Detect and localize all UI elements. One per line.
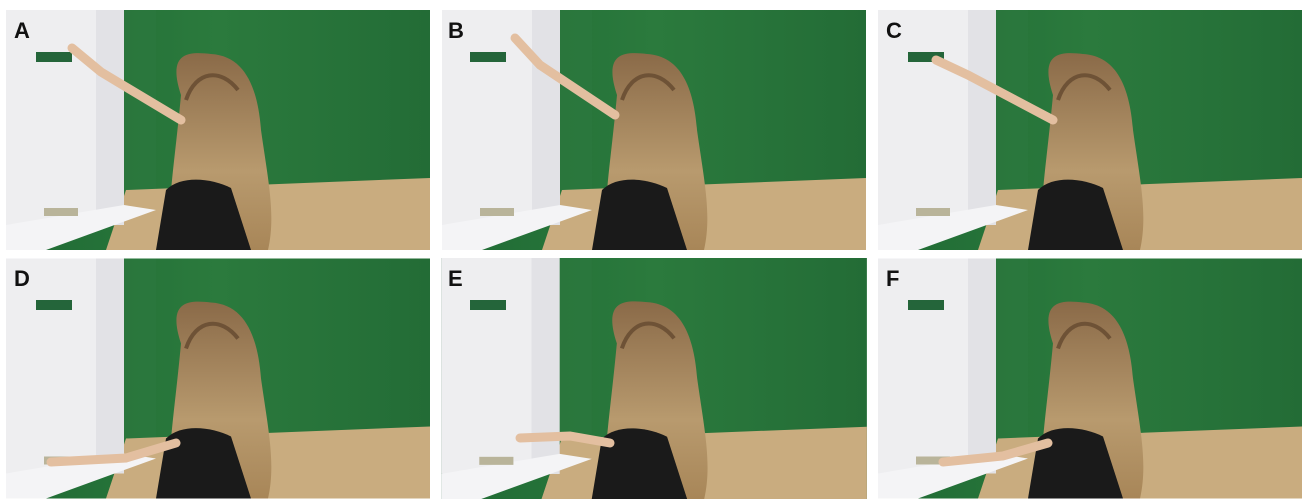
arm	[938, 438, 1053, 467]
photo	[442, 10, 866, 250]
arm	[510, 33, 620, 120]
panel: A	[6, 10, 430, 250]
panel: F	[878, 259, 1302, 499]
slot	[36, 52, 72, 62]
panel-label: A	[14, 18, 30, 43]
slot	[470, 300, 506, 310]
panel-label: B	[448, 18, 464, 43]
panel: B	[442, 10, 866, 250]
panel-label: C	[886, 18, 902, 43]
slot	[470, 52, 506, 62]
arm	[67, 43, 186, 125]
panel: D	[6, 259, 430, 499]
slot	[908, 300, 944, 310]
panel-label: F	[886, 266, 899, 291]
panel: E	[441, 258, 867, 499]
panel-label: D	[14, 266, 30, 291]
photo	[441, 258, 867, 499]
panel-label: E	[448, 266, 463, 291]
slot	[36, 300, 72, 310]
arm	[46, 438, 181, 467]
photo	[878, 10, 1302, 250]
arm	[515, 431, 615, 448]
arm	[931, 55, 1058, 125]
slot	[908, 52, 944, 62]
panel: C	[878, 10, 1302, 250]
